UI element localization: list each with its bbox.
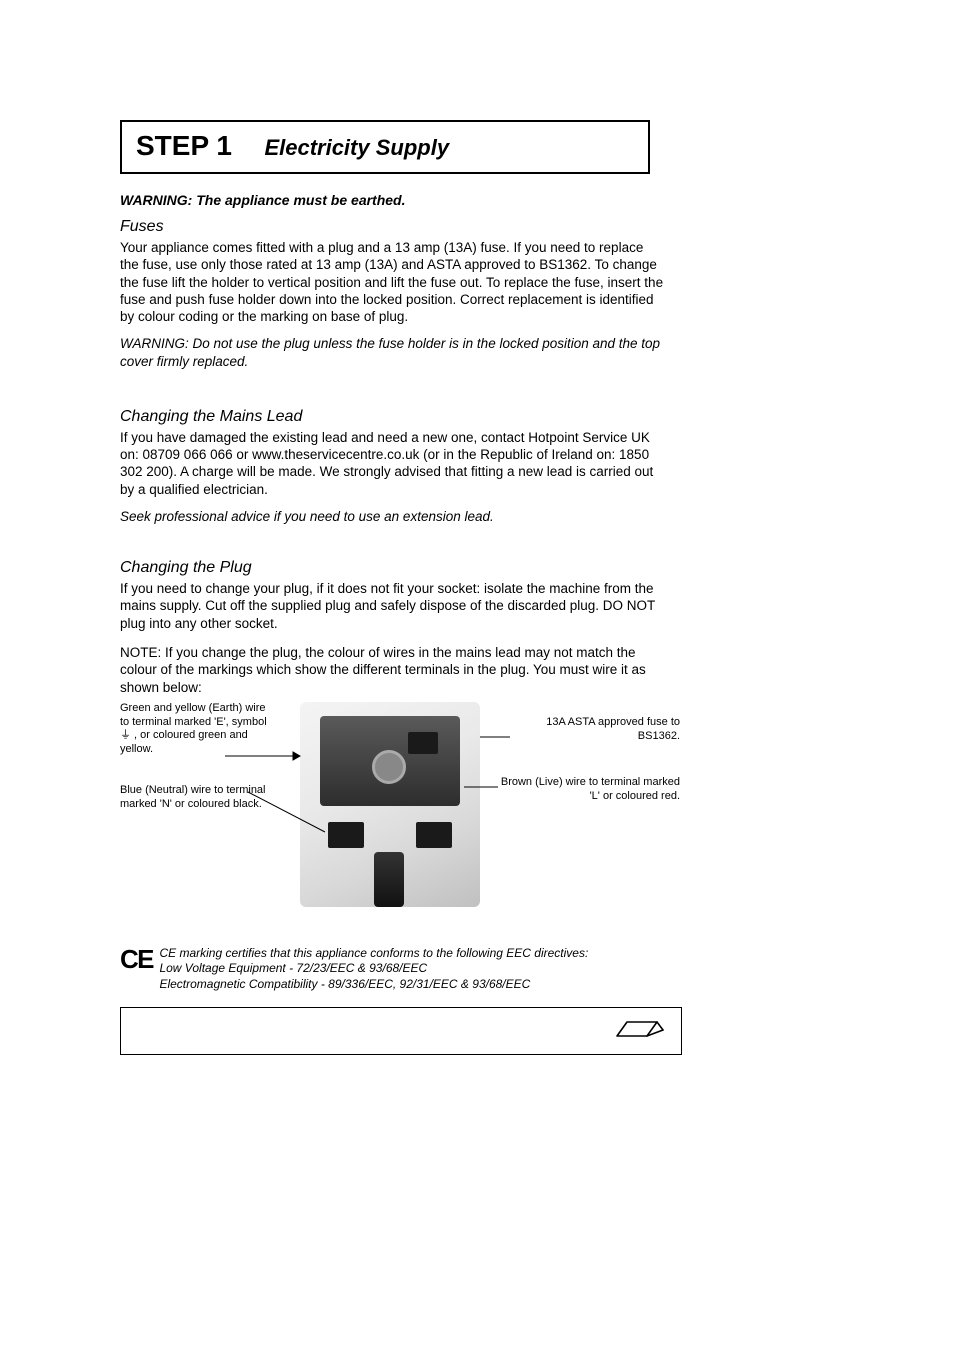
plug-illustration [300, 702, 480, 907]
ce-mark-icon: C E [120, 946, 151, 972]
fuses-body: Your appliance comes fitted with a plug … [120, 239, 664, 325]
warning-text: The appliance must be earthed. [196, 192, 405, 208]
step-number: STEP 1 [136, 130, 232, 161]
lead-heading: Changing the Mains Lead [120, 408, 664, 426]
ce-block: C E CE marking certifies that this appli… [120, 946, 664, 993]
ce-line-2: Low Voltage Equipment - 72/23/EEC & 93/6… [159, 961, 427, 975]
earth-symbol-icon: ⏚ [120, 729, 131, 741]
lead-body: If you have damaged the existing lead an… [120, 429, 664, 498]
step-title: Electricity Supply [264, 135, 449, 160]
callout-fuse: 13A ASTA approved fuse to BS1362. [510, 716, 680, 744]
page: STEP 1 Electricity Supply WARNING: The a… [0, 0, 954, 1135]
warning-line: WARNING: The appliance must be earthed. [120, 192, 664, 208]
callout-earth-b: , or coloured green and yellow. [120, 729, 248, 755]
plug-heading: Changing the Plug [120, 559, 664, 577]
plug-body-2: NOTE: If you change the plug, the colour… [120, 644, 664, 696]
lead-note: Seek professional advice if you need to … [120, 508, 664, 525]
plug-body-1: If you need to change your plug, if it d… [120, 580, 664, 632]
ce-text: CE marking certifies that this appliance… [159, 946, 588, 993]
step-heading-box: STEP 1 Electricity Supply [120, 120, 650, 174]
callout-live: Brown (Live) wire to terminal marked 'L'… [500, 776, 680, 804]
wiring-diagram: Green and yellow (Earth) wire to termina… [120, 702, 680, 932]
fuses-heading: Fuses [120, 218, 664, 236]
footer-box [120, 1007, 682, 1055]
callout-neutral: Blue (Neutral) wire to terminal marked '… [120, 784, 270, 812]
page-turn-icon [613, 1016, 667, 1046]
ce-line-1: CE marking certifies that this appliance… [159, 946, 588, 960]
callout-earth-a: Green and yellow (Earth) wire to termina… [120, 702, 267, 728]
fuses-note: WARNING: Do not use the plug unless the … [120, 335, 664, 370]
warning-label: WARNING: [120, 192, 192, 208]
ce-line-3: Electromagnetic Compatibility - 89/336/E… [159, 977, 530, 991]
callout-earth: Green and yellow (Earth) wire to termina… [120, 702, 275, 757]
